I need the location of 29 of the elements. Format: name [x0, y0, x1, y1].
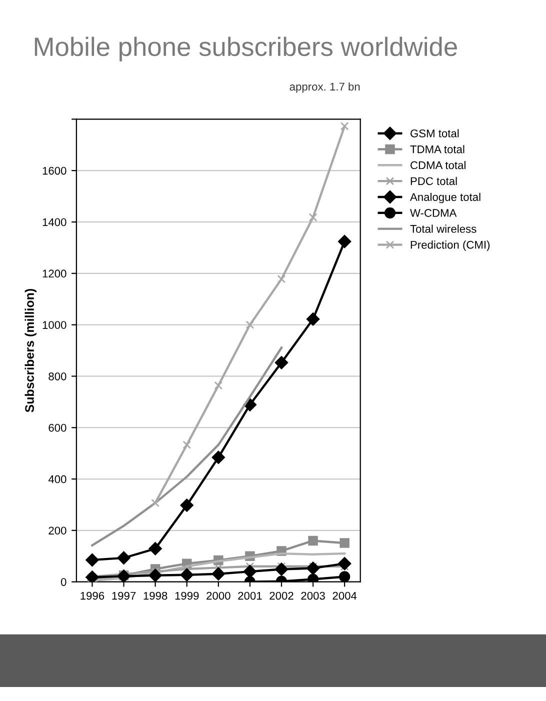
legend-label: PDC total: [410, 176, 457, 186]
x-tick-label: 2004: [332, 592, 357, 600]
chart-title: Mobile phone subscribers worldwide: [34, 36, 457, 62]
x-tick-label: 1997: [112, 592, 136, 600]
x-tick-label: 2000: [206, 592, 230, 600]
y-tick-label: 1600: [42, 166, 66, 175]
x-tick-label: 2003: [301, 592, 325, 600]
y-tick-label: 600: [48, 424, 66, 432]
y-tick-label: 200: [48, 526, 66, 535]
y-tick-label: 1000: [42, 321, 66, 329]
y-axis-title: Subscribers (million): [24, 288, 36, 412]
y-tick-label: 1200: [42, 270, 66, 278]
y-tick-label: 400: [48, 475, 66, 484]
x-tick-label: 1999: [175, 592, 199, 600]
x-tick-label: 2001: [238, 592, 262, 600]
y-tick-label: 800: [48, 372, 66, 380]
y-tick-label: 1400: [42, 218, 66, 226]
legend-label: Prediction (CMI): [410, 240, 490, 251]
legend-label: TDMA total: [410, 145, 464, 154]
legend-label: GSM total: [410, 129, 459, 138]
chart-subtitle: approx. 1.7 bn: [290, 82, 360, 93]
x-tick-label: 1996: [80, 592, 104, 600]
x-tick-label: 2002: [270, 592, 294, 600]
legend-label: W-CDMA: [410, 209, 457, 217]
legend-label: Total wireless: [410, 224, 476, 233]
y-tick-label: 0: [60, 578, 66, 586]
x-tick-label: 1998: [144, 592, 168, 600]
legend-label: CDMA total: [410, 160, 466, 170]
legend-label: Analogue total: [410, 192, 480, 204]
